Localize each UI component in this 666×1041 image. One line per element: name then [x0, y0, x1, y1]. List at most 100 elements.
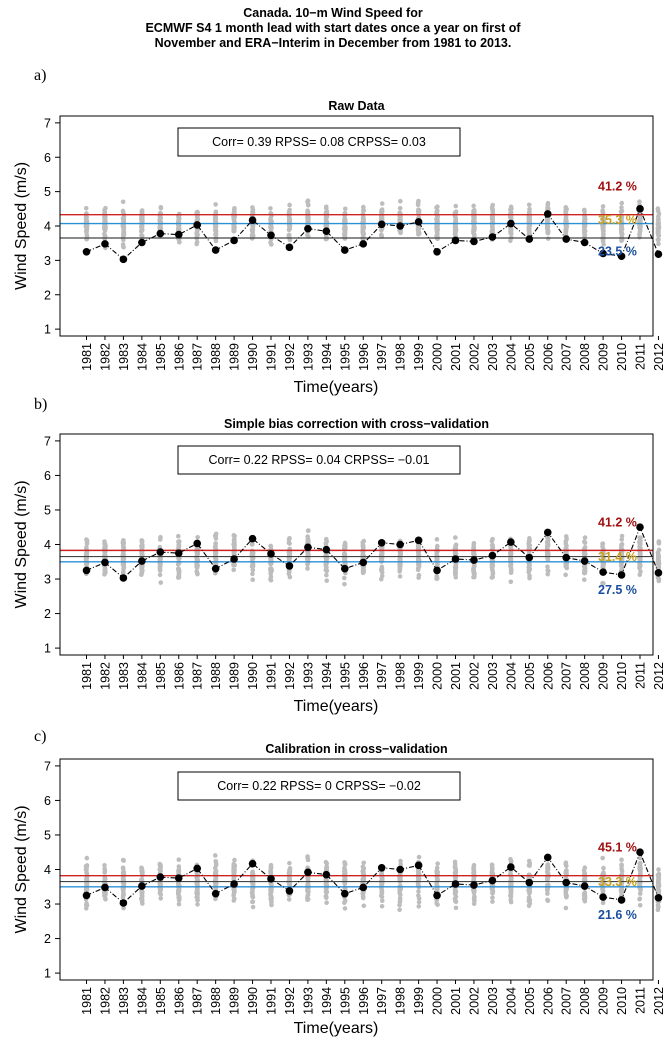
observation-point: [138, 238, 146, 247]
ensemble-member: [231, 893, 236, 898]
ensemble-member: [120, 199, 126, 205]
ensemble-member: [656, 873, 662, 879]
ensemble-member: [378, 885, 384, 890]
observation-point: [82, 891, 91, 900]
ensemble-member: [416, 893, 421, 898]
x-tick-label: 1998: [394, 662, 408, 690]
ensemble-member: [415, 567, 421, 573]
y-tick-label: 4: [44, 538, 51, 552]
ensemble-member: [471, 896, 477, 902]
observation-point: [377, 538, 386, 547]
ensemble-member: [103, 570, 108, 575]
ensemble-member: [637, 896, 642, 902]
ensemble-member: [656, 233, 662, 238]
ensemble-member: [324, 215, 329, 220]
observation-point: [433, 247, 441, 256]
observation-point: [599, 249, 607, 258]
ensemble-member: [379, 876, 385, 881]
x-tick-label: 1987: [191, 343, 205, 371]
ensemble-member: [158, 218, 163, 224]
ensemble-member: [84, 870, 90, 876]
ensemble-member: [434, 543, 440, 549]
ensemble-member: [582, 535, 588, 540]
ensemble-member: [471, 546, 476, 551]
ensemble-member: [378, 576, 384, 582]
x-tick-label: 1992: [283, 987, 297, 1015]
observation-point: [359, 883, 368, 892]
ensemble-member: [213, 202, 218, 207]
ensemble-member: [195, 209, 200, 215]
ensemble-member: [195, 886, 200, 892]
ensemble-member: [416, 889, 421, 894]
ensemble-member: [176, 888, 181, 893]
x-tick-label: 1989: [228, 343, 242, 371]
ensemble-member: [434, 576, 440, 581]
ensemble-member: [324, 895, 329, 901]
ensemble-member: [471, 901, 477, 907]
probability-above: 41.2 %: [598, 180, 637, 194]
panel-3: c) Calibration in cross−validation 45.1 % 3…: [13, 728, 666, 1037]
ensemble-member: [416, 198, 421, 204]
ensemble-member: [416, 231, 422, 236]
ensemble-member: [342, 229, 348, 235]
ensemble-member: [140, 872, 145, 878]
x-tick-label: 1987: [191, 987, 205, 1015]
x-tick-label: 2003: [486, 987, 500, 1015]
ensemble-member: [324, 861, 330, 866]
ensemble-member: [231, 533, 237, 539]
ensemble-member: [120, 209, 126, 215]
ensemble-member: [157, 568, 163, 573]
panel-label: c): [34, 728, 46, 745]
ensemble-member: [176, 868, 182, 874]
ensemble-member: [527, 862, 532, 867]
ensemble-member: [121, 229, 127, 235]
ensemble-member: [619, 887, 625, 893]
x-tick-label: 1997: [375, 662, 389, 690]
y-tick-label: 1: [44, 967, 51, 981]
ensemble-member: [655, 237, 661, 243]
ensemble-member: [324, 578, 330, 583]
ensemble-member: [250, 904, 256, 910]
ensemble-member: [600, 563, 606, 569]
observation-point: [211, 889, 220, 898]
y-tick-label: 6: [44, 794, 51, 808]
ensemble-member: [102, 539, 107, 544]
y-tick-label: 3: [44, 254, 51, 268]
ensemble-member: [398, 858, 403, 864]
x-tick-label: 2009: [597, 987, 611, 1015]
ensemble-member: [158, 896, 164, 901]
observation-point: [341, 889, 349, 898]
ensemble-member: [157, 214, 163, 220]
ensemble-member: [286, 871, 292, 876]
ensemble-member: [268, 543, 273, 549]
observation-point: [470, 556, 478, 564]
ensemble-member: [471, 218, 477, 224]
observation-point: [322, 227, 331, 235]
x-tick-label: 2009: [597, 662, 611, 690]
ensemble-member: [637, 866, 643, 872]
ensemble-member: [581, 877, 587, 883]
ensemble-member: [139, 232, 144, 238]
ensemble-member: [527, 225, 532, 231]
ensemble-member: [434, 865, 440, 871]
ensemble-member: [176, 218, 182, 224]
ensemble-member: [158, 886, 163, 892]
ensemble-member: [489, 575, 495, 580]
probability-normal: 35.3 %: [598, 213, 637, 227]
observation-point: [156, 548, 165, 556]
x-tick-label: 2011: [634, 987, 648, 1014]
observation-point: [580, 882, 589, 890]
ensemble-member: [619, 857, 624, 863]
ensemble-member: [600, 210, 606, 215]
ensemble-member: [453, 203, 459, 209]
observation-point: [451, 880, 460, 888]
ensemble-member: [489, 542, 495, 548]
ensemble-member: [324, 209, 329, 215]
x-tick-label: 2012: [652, 343, 666, 371]
observation-point: [359, 240, 368, 248]
ensemble-member: [415, 556, 421, 562]
ensemble-member: [249, 227, 255, 232]
ensemble-member: [139, 552, 145, 558]
observation-point: [193, 864, 201, 873]
y-tick-label: 1: [44, 323, 51, 337]
